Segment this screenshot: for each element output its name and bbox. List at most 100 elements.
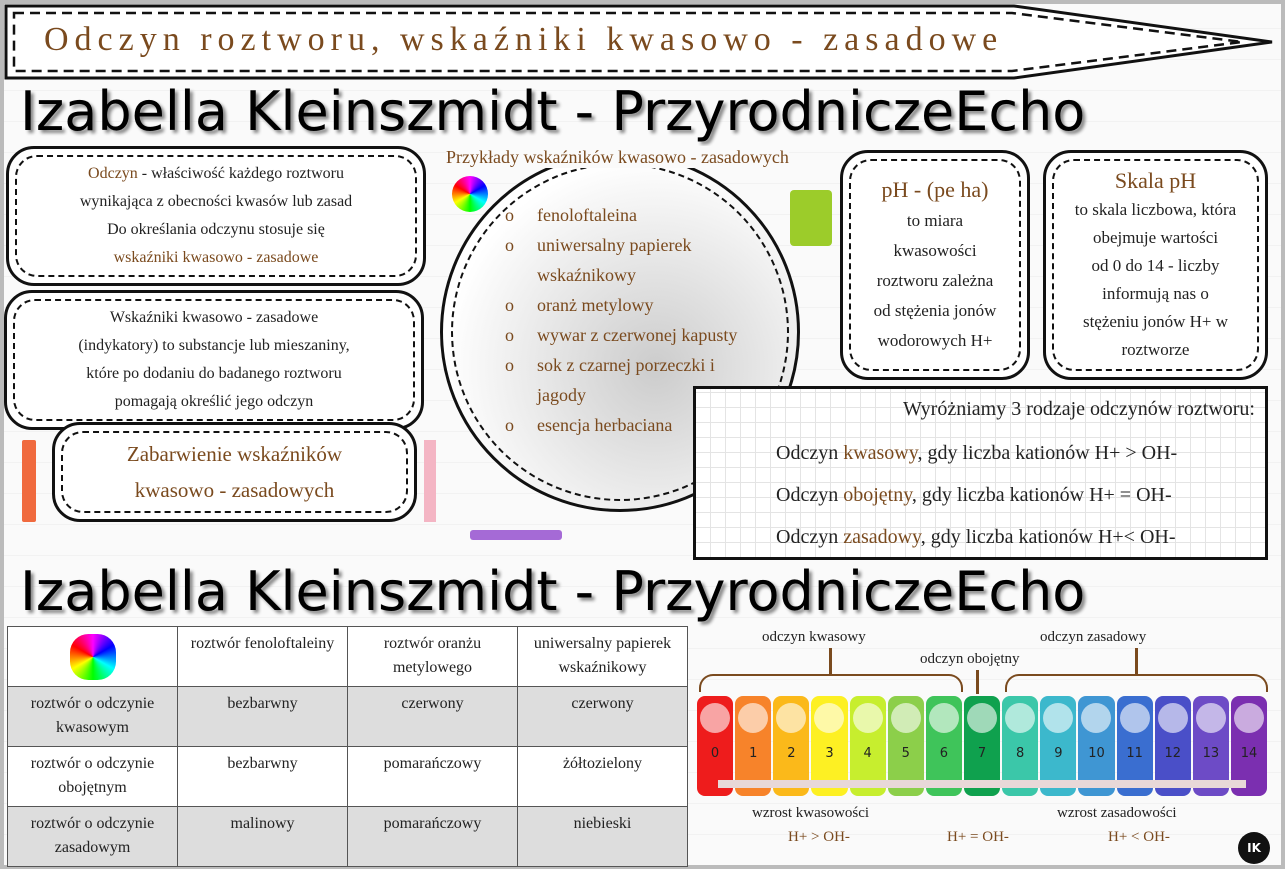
reaction-base: Odczyn zasadowy, gdy liczba kationów H+<… (776, 526, 1176, 548)
ph-cell-circle (776, 703, 807, 733)
ph-cell-circle (738, 703, 769, 733)
ph-value: 12 (1164, 746, 1182, 761)
ph-scale-bar: 0 1 2 3 4 5 6 7 8 9 10 11 12 13 14 (696, 696, 1268, 796)
odczyn-definition-box: Odczyn - właściwość każdego roztworu wyn… (6, 146, 426, 286)
examples-title: Przykłady wskaźników kwasowo - zasadowyc… (446, 146, 789, 168)
ph-cell-1: 1 (735, 696, 772, 796)
ph-definition-box: pH - (pe ha) to miara kwasowości roztwor… (840, 150, 1030, 380)
ph-cell-3: 3 (811, 696, 848, 796)
ph-heading: pH - (pe ha) (881, 177, 989, 202)
ph-value: 10 (1088, 746, 1105, 761)
title-arrow-banner (4, 4, 1273, 80)
watermark: Izabella Kleinszmidt - PrzyrodniczeEcho (20, 80, 1086, 143)
list-item: o sok z czarnej porzeczki i jagody (505, 355, 715, 405)
table-row: roztwór o odczynie obojętnym bezbarwny pom… (7, 746, 688, 807)
odczyn-text-3: Do określania odczynu stosuje się (107, 221, 325, 238)
list-item: o oranż metylowy (505, 295, 654, 315)
ph-cell-circle (1081, 703, 1112, 733)
neutral-relation: H+ = OH- (947, 829, 1009, 845)
ph-value: 1 (749, 746, 758, 761)
ph-cell-circle (814, 703, 845, 733)
ph-cell-circle (1157, 703, 1188, 733)
ph-cell-4: 4 (849, 696, 886, 796)
ph-value: 13 (1202, 746, 1220, 761)
acid-bracket-stem (829, 648, 832, 674)
table-header-cell: roztwór oranżu metylowego (347, 626, 518, 687)
ph-value: 14 (1240, 746, 1258, 761)
scale-text: obejmuje wartości (1092, 228, 1219, 247)
ph-cell-13: 13 (1192, 696, 1229, 796)
base-bracket (1005, 674, 1268, 692)
reaction-types-box: Wyróżniamy 3 rodzaje odczynów roztworu: … (693, 386, 1268, 560)
ph-value: 4 (863, 746, 872, 761)
ph-value: 2 (787, 746, 796, 761)
base-increase-label: wzrost zasadowości (1057, 805, 1177, 821)
reaction-neutral: Odczyn obojętny, gdy liczba kationów H+ … (776, 484, 1172, 506)
ph-text: roztworu zależna (876, 271, 994, 290)
double-arrow-icon (718, 780, 1246, 788)
ph-cell-circle (1119, 703, 1150, 733)
colors-heading-1: Zabarwienie wskaźników (126, 442, 343, 466)
pencil-icon (470, 530, 562, 540)
pencil-icon (22, 440, 36, 522)
base-bracket-stem (1135, 648, 1138, 674)
acid-relation: H+ > OH- (788, 829, 850, 845)
ph-cell-circle (890, 703, 921, 733)
scale-text: od 0 do 14 - liczby (1091, 256, 1220, 275)
scale-heading: Skala pH (1114, 168, 1197, 193)
table-row: roztwór o odczynie kwasowym bezbarwny czer… (7, 686, 688, 747)
ph-value: 8 (1016, 746, 1025, 761)
ph-text: kwasowości (893, 241, 977, 260)
ph-value: 5 (901, 746, 910, 761)
ph-cell-6: 6 (925, 696, 962, 796)
ph-value: 11 (1126, 746, 1143, 761)
ph-cell-5: 5 (887, 696, 924, 796)
ph-value: 6 (939, 746, 949, 761)
neutral-label: odczyn obojętny (920, 651, 1020, 667)
ph-cell-11: 11 (1116, 696, 1153, 796)
table-header-row: roztwór fenoloftaleiny roztwór oranżu me… (7, 626, 688, 687)
acid-increase-label: wzrost kwasowości (752, 805, 870, 821)
ph-value: 9 (1054, 746, 1063, 761)
ph-value: 7 (977, 746, 987, 761)
colors-heading-2: kwasowo - zasadowych (134, 478, 335, 502)
table-header-cell (7, 626, 178, 687)
list-item: o esencja herbaciana (505, 415, 673, 435)
reaction-acid: Odczyn kwasowy, gdy liczba kationów H+ >… (776, 442, 1178, 464)
ph-text: od stężenia jonów (873, 301, 997, 320)
acid-label: odczyn kwasowy (762, 629, 866, 645)
ph-cell-circle (1043, 703, 1074, 733)
table-row: roztwór o odczynie zasadowym malinowy poma… (7, 806, 688, 867)
author-badge: IK (1238, 832, 1270, 864)
indicators-text-1: Wskaźniki kwasowo - zasadowe (109, 309, 319, 326)
ph-cell-circle (1195, 703, 1226, 733)
page-title: Odczyn roztworu, wskaźniki kwasowo - zas… (44, 21, 1004, 58)
list-item: o wywar z czerwonej kapusty (505, 325, 738, 345)
ph-cell-14: 14 (1230, 696, 1268, 796)
ph-cell-circle (1234, 703, 1265, 733)
ph-scale-definition-box: Skala pH to skala liczbowa, która obejmu… (1043, 150, 1268, 380)
paint-splash-icon (69, 634, 116, 680)
indicators-text-4: pomagają określić jego odczyn (114, 393, 314, 410)
neutral-arrow-icon (976, 670, 979, 694)
acid-bracket (699, 674, 963, 692)
scale-text: roztworze (1121, 340, 1190, 359)
list-item: o uniwersalny papierek wskaźnikowy (505, 235, 692, 285)
odczyn-term: Odczyn (88, 165, 138, 182)
ph-value: 3 (825, 746, 834, 761)
table-header-cell: uniwersalny papierek wskaźnikowy (517, 626, 688, 687)
ph-text: to miara (906, 211, 964, 230)
base-label: odczyn zasadowy (1040, 629, 1147, 645)
examples-list: o fenoloftaleina o uniwersalny papierek ws… (505, 200, 767, 440)
odczyn-text: - właściwość każdego roztworu (137, 165, 344, 182)
indicators-definition-box: Wskaźniki kwasowo - zasadowe (indykatory… (4, 290, 424, 430)
ph-text: wodorowych H+ (877, 331, 993, 350)
base-relation: H+ < OH- (1108, 829, 1170, 845)
scale-text: informują nas o (1102, 284, 1209, 303)
indicators-text-2: (indykatory) to substancje lub mieszanin… (78, 337, 350, 354)
ph-value: 0 (710, 746, 720, 761)
indicator-colors-table: roztwór fenoloftaleiny roztwór oranżu me… (7, 626, 688, 867)
ph-cell-8: 8 (1002, 696, 1039, 796)
paint-splash-icon (452, 176, 488, 212)
reaction-types-heading: Wyróżniamy 3 rodzaje odczynów roztworu: (902, 398, 1255, 420)
